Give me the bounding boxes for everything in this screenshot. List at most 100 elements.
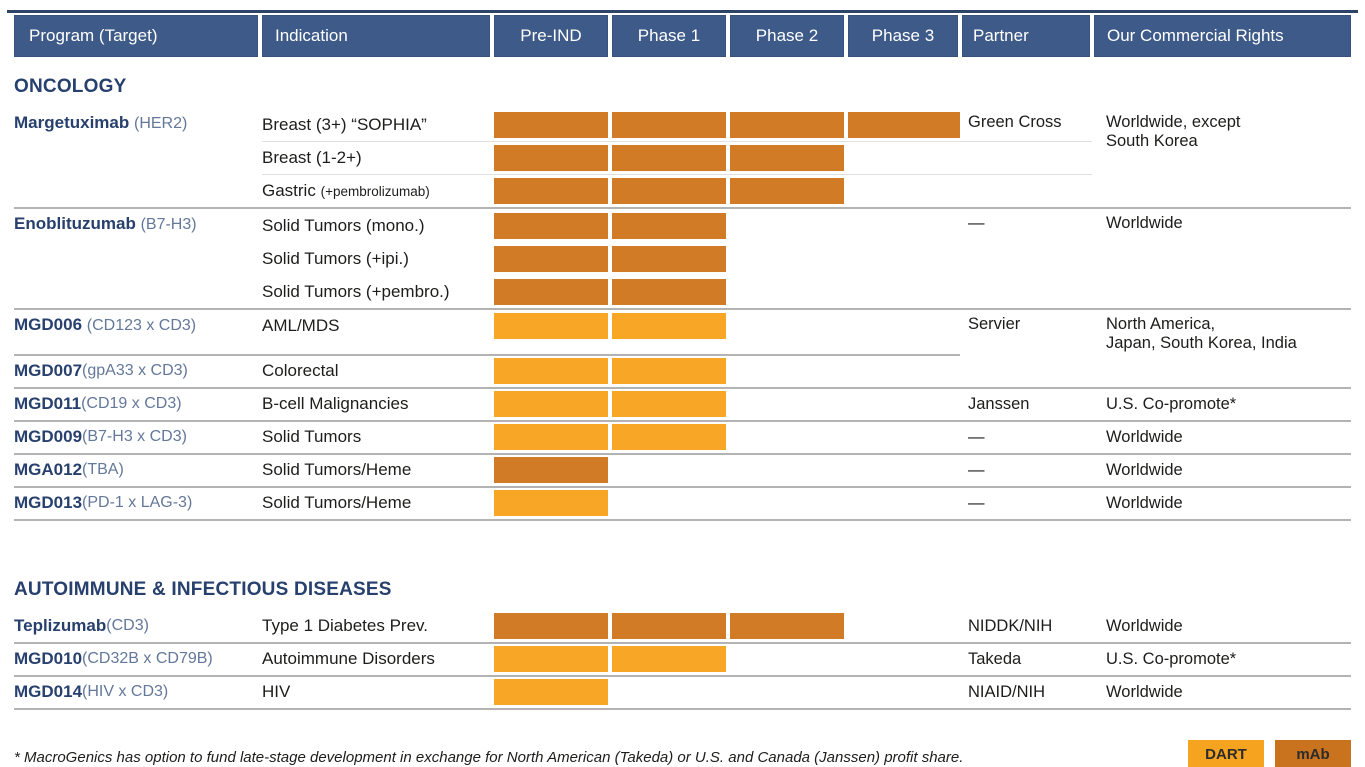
pipeline-group: MGA012 (TBA) Solid Tumors/Heme — Worldwide bbox=[14, 455, 1351, 488]
pipeline-group: Enoblituzumab (B7-H3) Solid Tumors (mono.… bbox=[14, 209, 1351, 310]
commercial-rights-cell: U.S. Co-promote* bbox=[1106, 394, 1237, 413]
pipeline-group: MGD009 (B7-H3 x CD3) Solid Tumors — Worldwi… bbox=[14, 422, 1351, 455]
program-target: (HIV x CD3) bbox=[82, 683, 169, 701]
program-cell: Margetuximab (HER2) bbox=[14, 108, 262, 207]
phase-bar-segment-phase-1 bbox=[612, 245, 726, 272]
pipeline-row: Solid Tumors (mono.) bbox=[262, 209, 960, 242]
phase-bar-segment-phase-1 bbox=[612, 646, 726, 673]
phase-bar-segment-pre-ind bbox=[494, 312, 608, 339]
program-target: (PD-1 x LAG-3) bbox=[82, 494, 193, 512]
partner-cell: Takeda bbox=[968, 649, 1022, 668]
phase-bar-track bbox=[494, 275, 960, 308]
indication-cell: Colorectal bbox=[262, 361, 494, 381]
header-cell-phase-2: Phase 2 bbox=[730, 15, 844, 57]
commercial-rights-cell: U.S. Co-promote* bbox=[1106, 649, 1237, 668]
indication-label: AML/MDS bbox=[262, 315, 340, 335]
partner-cell: — bbox=[968, 214, 985, 232]
indication-rows: AML/MDS bbox=[262, 310, 960, 354]
program-name: MGD011 bbox=[14, 394, 82, 414]
indication-cell: Solid Tumors/Heme bbox=[262, 493, 494, 513]
program-cell: MGD014 (HIV x CD3) bbox=[14, 677, 262, 708]
phase-bar-segment-phase-1 bbox=[612, 278, 726, 305]
program-name: MGD009 bbox=[14, 427, 83, 447]
program-target: (TBA) bbox=[82, 461, 124, 479]
indication-cell: Autoimmune Disorders bbox=[262, 649, 494, 669]
phase-bar-segment-phase-1 bbox=[612, 177, 726, 204]
phase-bar-segment-pre-ind bbox=[494, 144, 608, 171]
program-name: MGA012 bbox=[14, 460, 83, 480]
phase-bar-segment-phase-1 bbox=[612, 144, 726, 171]
indication-label: Breast (3+) “SOPHIA” bbox=[262, 114, 427, 134]
phase-bar-segment-phase-1 bbox=[612, 424, 726, 451]
partner-cell: — bbox=[968, 460, 985, 479]
phase-bar-track bbox=[494, 644, 960, 675]
indication-rows: Solid Tumors/Heme bbox=[262, 455, 960, 486]
program-cell: Teplizumab (CD3) bbox=[14, 611, 262, 642]
pipeline-row: Gastric (+pembrolizumab) bbox=[262, 174, 1092, 207]
program-target: (CD123 x CD3) bbox=[86, 317, 197, 334]
indication-rows: Breast (3+) “SOPHIA” Breast (1-2+) Gastric… bbox=[262, 108, 1092, 207]
pipeline-row: Breast (1-2+) bbox=[262, 141, 1092, 174]
commercial-rights-cell: Worldwide, except South Korea bbox=[1106, 113, 1241, 151]
program-name: MGD014 bbox=[14, 682, 83, 702]
phase-bar-segment-phase-3 bbox=[848, 111, 960, 138]
indication-cell: Type 1 Diabetes Prev. bbox=[262, 616, 494, 636]
partner-cell: — bbox=[968, 427, 985, 446]
program-name: MGD006 bbox=[14, 315, 83, 334]
indication-note: (+pembrolizumab) bbox=[320, 183, 430, 199]
phase-bar-segment-pre-ind bbox=[494, 212, 608, 239]
program-name: MGD010 bbox=[14, 649, 83, 669]
indication-cell: Breast (3+) “SOPHIA” bbox=[262, 115, 494, 135]
pipeline-group: MGD007 (gpA33 x CD3) Colorectal bbox=[14, 356, 1351, 389]
phase-bar-segment-pre-ind bbox=[494, 424, 608, 451]
phase-bar-segment-phase-1 bbox=[612, 212, 726, 239]
header-cell-pre-ind: Pre-IND bbox=[494, 15, 608, 57]
legend-swatch-dart: DART bbox=[1188, 739, 1264, 767]
indication-cell: Solid Tumors bbox=[262, 427, 494, 447]
phase-bar-track bbox=[494, 209, 960, 242]
phase-bar-segment-phase-1 bbox=[612, 613, 726, 640]
program-target: (B7-H3 x CD3) bbox=[82, 428, 187, 446]
program-cell: MGD007 (gpA33 x CD3) bbox=[14, 356, 262, 387]
phase-bar-segment-pre-ind bbox=[494, 278, 608, 305]
program-cell: MGD010 (CD32B x CD79B) bbox=[14, 644, 262, 675]
pipeline-group: MGD013 (PD-1 x LAG-3) Solid Tumors/Heme — W… bbox=[14, 488, 1351, 521]
indication-cell: Solid Tumors/Heme bbox=[262, 460, 494, 480]
phase-bar-segment-pre-ind bbox=[494, 490, 608, 517]
indication-cell: HIV bbox=[262, 682, 494, 702]
header-cell-program-target-: Program (Target) bbox=[14, 15, 258, 57]
indication-rows: B-cell Malignancies bbox=[262, 389, 960, 420]
partner-cell bbox=[960, 356, 1092, 387]
header-cell-phase-1: Phase 1 bbox=[612, 15, 726, 57]
phase-bar-track bbox=[494, 488, 960, 519]
phase-bar-segment-pre-ind bbox=[494, 358, 608, 385]
pipeline-row: Solid Tumors (+ipi.) bbox=[262, 242, 960, 275]
commercial-rights-cell: North America, Japan, South Korea, India bbox=[1106, 315, 1297, 353]
partner-cell: Green Cross bbox=[968, 113, 1062, 131]
section-heading: ONCOLOGY bbox=[14, 76, 127, 97]
pipeline-row: Solid Tumors (+pembro.) bbox=[262, 275, 960, 308]
program-name: Margetuximab bbox=[14, 113, 130, 132]
phase-bar-segment-pre-ind bbox=[494, 177, 608, 204]
table-header-row: Program (Target) Indication Pre-IND Phase 1… bbox=[14, 15, 1351, 57]
indication-label: Type 1 Diabetes Prev. bbox=[262, 616, 428, 636]
pipeline-row: Solid Tumors/Heme bbox=[262, 455, 960, 486]
phase-bar-segment-phase-2 bbox=[730, 111, 844, 138]
partner-cell: Servier bbox=[968, 315, 1021, 333]
commercial-rights-cell: Worldwide bbox=[1106, 682, 1183, 701]
indication-rows: Type 1 Diabetes Prev. bbox=[262, 611, 960, 642]
indication-rows: Solid Tumors/Heme bbox=[262, 488, 960, 519]
pipeline-group: Margetuximab (HER2) Breast (3+) “SOPHIA” B… bbox=[14, 108, 1351, 209]
commercial-rights-cell: Worldwide bbox=[1106, 427, 1183, 446]
pipeline-group: MGD010 (CD32B x CD79B) Autoimmune Disorde… bbox=[14, 644, 1351, 677]
program-name: Enoblituzumab bbox=[14, 214, 136, 233]
phase-bar-segment-pre-ind bbox=[494, 391, 608, 418]
indication-label: HIV bbox=[262, 682, 291, 702]
top-border-line bbox=[7, 10, 1358, 13]
phase-bar-segment-pre-ind bbox=[494, 111, 608, 138]
indication-cell: AML/MDS bbox=[262, 316, 494, 336]
phase-bar-segment-phase-1 bbox=[612, 391, 726, 418]
phase-bar-segment-phase-1 bbox=[612, 111, 726, 138]
header-cell-indication: Indication bbox=[262, 15, 490, 57]
phase-bar-track bbox=[494, 356, 960, 387]
